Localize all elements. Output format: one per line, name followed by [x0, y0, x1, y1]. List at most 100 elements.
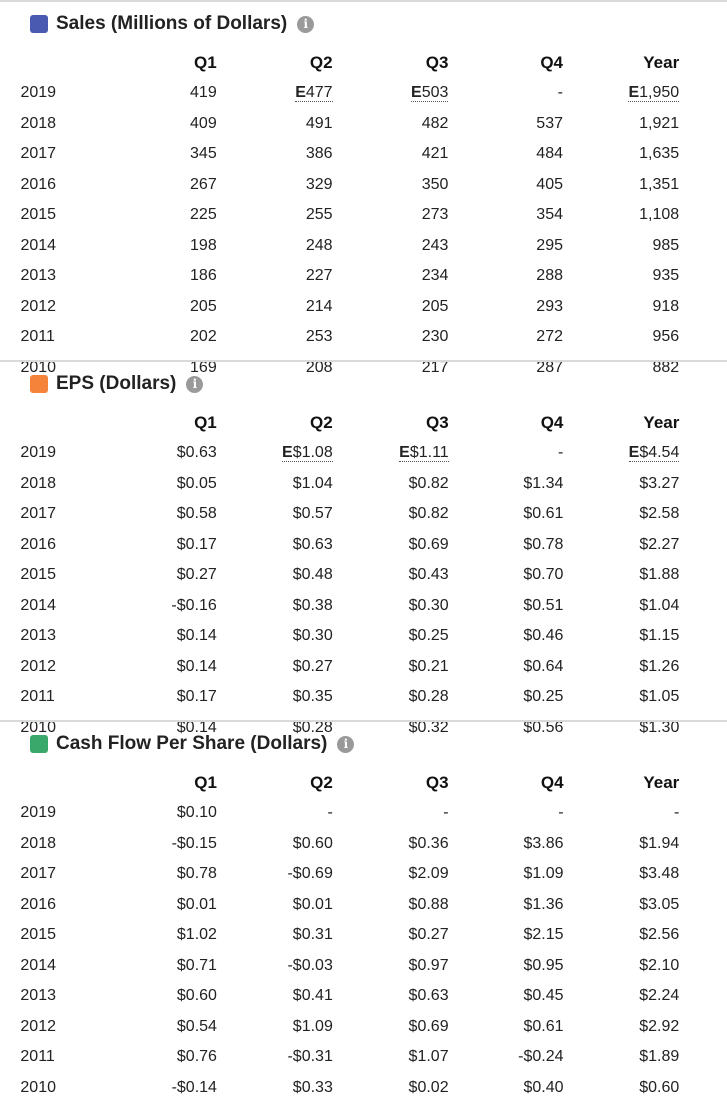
cell-value: 1,351	[639, 176, 679, 193]
estimate-number: $1.08	[293, 444, 333, 461]
cell-value: $0.14	[177, 627, 217, 644]
cell-value: $1.89	[639, 1048, 679, 1065]
table-row: 2011$0.17$0.35$0.28$0.25$1.05	[0, 682, 727, 713]
cell-value: 273	[422, 206, 449, 223]
info-icon[interactable]: i	[337, 736, 354, 753]
section-title-text: EPS (Dollars)	[56, 373, 176, 395]
cell-value: $0.35	[293, 688, 333, 705]
column-header: Q4	[449, 48, 564, 78]
value-cell: 491	[218, 109, 334, 140]
section-title: Cash Flow Per Share (Dollars)i	[30, 732, 354, 756]
spacer-cell	[680, 682, 727, 713]
cell-value: $0.10	[177, 804, 217, 821]
value-cell: 537	[449, 109, 564, 140]
column-header: Q2	[218, 768, 334, 798]
cell-value: $0.25	[523, 688, 563, 705]
column-header: Q1	[81, 48, 218, 78]
value-cell: $0.57	[218, 499, 334, 530]
info-icon[interactable]: i	[186, 376, 203, 393]
cell-value: 255	[306, 206, 333, 223]
spacer-cell	[0, 920, 19, 951]
cell-value: $1.34	[523, 475, 563, 492]
value-cell: $1.36	[450, 890, 565, 921]
spacer-cell	[0, 78, 19, 109]
cell-value: $0.27	[293, 658, 333, 675]
cell-value: $0.88	[409, 896, 449, 913]
cell-value: $0.70	[523, 566, 563, 583]
value-cell: $1.26	[564, 652, 680, 683]
cell-value: $2.27	[639, 536, 679, 553]
spacer-cell	[680, 78, 727, 109]
value-cell: $0.71	[81, 951, 218, 982]
year-cell: 2017	[19, 499, 80, 530]
value-cell: -	[218, 798, 334, 829]
value-cell: $0.61	[450, 499, 565, 530]
estimate-marker: E	[282, 444, 293, 461]
year-cell: 2015	[19, 560, 80, 591]
value-cell: -	[565, 798, 681, 829]
value-cell: $1.04	[564, 591, 680, 622]
cell-value: $0.40	[523, 1079, 563, 1096]
value-cell: 956	[564, 322, 680, 353]
cell-value: $0.43	[409, 566, 449, 583]
spacer-cell	[680, 890, 727, 921]
value-cell: $0.31	[218, 920, 334, 951]
spacer-cell	[680, 438, 727, 469]
cell-value: 350	[422, 176, 449, 193]
cell-value: $0.51	[523, 597, 563, 614]
value-cell: 918	[564, 292, 680, 323]
value-cell: $0.46	[450, 621, 565, 652]
spacer-cell	[680, 1012, 727, 1043]
value-cell: $3.27	[564, 469, 680, 500]
spacer-cell	[680, 48, 727, 78]
spacer-cell	[680, 322, 727, 353]
cell-value: 345	[190, 145, 217, 162]
cell-value: $1.09	[293, 1018, 333, 1035]
column-header: Q3	[334, 408, 450, 438]
value-cell: E$4.54	[564, 438, 680, 469]
table-row: 2017$0.58$0.57$0.82$0.61$2.58	[0, 499, 727, 530]
cell-value: $1.07	[409, 1048, 449, 1065]
info-icon[interactable]: i	[297, 16, 314, 33]
year-header-cell	[19, 408, 80, 438]
table-row: 2014-$0.16$0.38$0.30$0.51$1.04	[0, 591, 727, 622]
value-cell: $0.51	[450, 591, 565, 622]
cell-value: 230	[422, 328, 449, 345]
value-cell: $2.92	[565, 1012, 681, 1043]
cell-value: $0.69	[409, 1018, 449, 1035]
spacer-cell	[680, 469, 727, 500]
value-cell: 405	[449, 170, 564, 201]
cell-value: $0.27	[177, 566, 217, 583]
year-cell: 2012	[19, 292, 80, 323]
value-cell: $0.41	[218, 981, 334, 1012]
table-row: 2012$0.14$0.27$0.21$0.64$1.26	[0, 652, 727, 683]
cell-value: -$0.69	[287, 865, 332, 882]
cell-value: $0.57	[293, 505, 333, 522]
cell-value: 198	[190, 237, 217, 254]
value-cell: -$0.31	[218, 1042, 334, 1073]
cell-value: $1.09	[523, 865, 563, 882]
cell-value: 491	[306, 115, 333, 132]
cell-value: $0.25	[409, 627, 449, 644]
cell-value: $0.63	[177, 444, 217, 461]
cell-value: 248	[306, 237, 333, 254]
cell-value: 1,921	[639, 115, 679, 132]
value-cell: $0.69	[334, 1012, 450, 1043]
cell-value: $0.82	[409, 505, 449, 522]
cell-value: 537	[536, 115, 563, 132]
cell-value: -	[443, 804, 448, 821]
cell-value: -$0.15	[172, 835, 217, 852]
year-cell: 2012	[19, 652, 80, 683]
value-cell: $0.63	[334, 981, 450, 1012]
spacer-cell	[680, 261, 727, 292]
estimate-number: 503	[422, 84, 449, 101]
value-cell: $0.21	[334, 652, 450, 683]
cell-value: $0.63	[409, 987, 449, 1004]
cell-value: $0.05	[177, 475, 217, 492]
cell-value: 354	[536, 206, 563, 223]
